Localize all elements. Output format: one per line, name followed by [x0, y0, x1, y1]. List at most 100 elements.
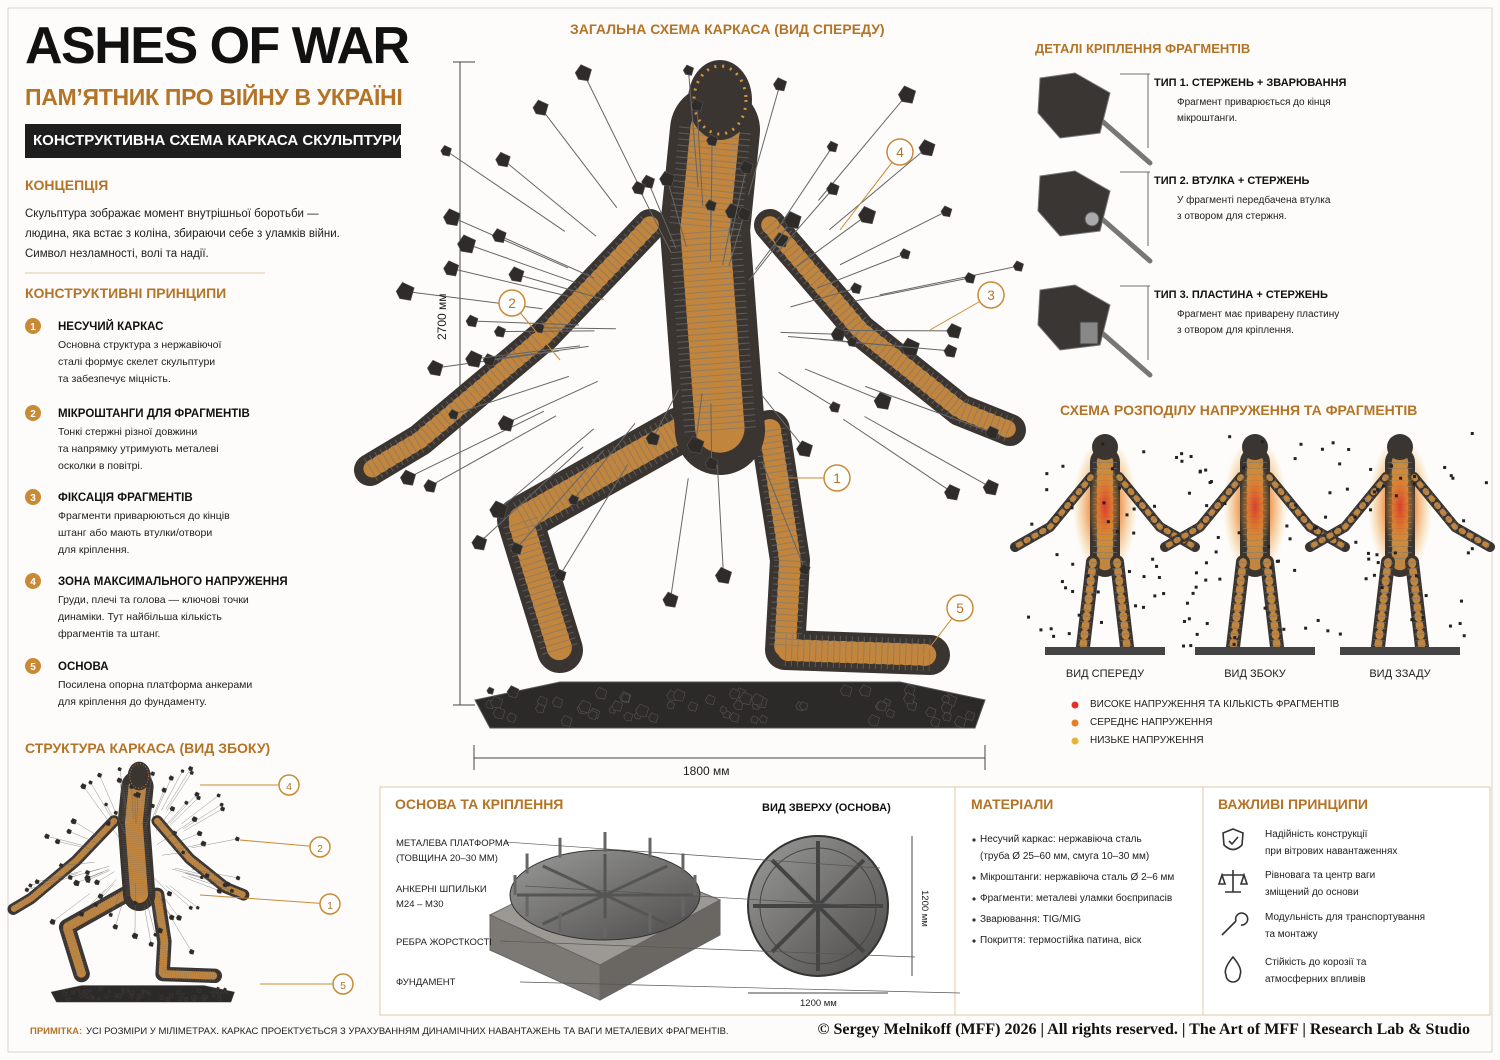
- frame-weld: [761, 216, 1019, 439]
- fragment-dot: [1293, 568, 1297, 572]
- fragment: [108, 912, 113, 917]
- fragment: [799, 563, 811, 575]
- fragment-dot: [1204, 468, 1208, 472]
- fragment: [132, 900, 138, 906]
- fragment-dot: [1071, 589, 1075, 593]
- stand-base: [1195, 647, 1315, 655]
- fragment-detail: [1037, 170, 1153, 264]
- fragment-dot: [1376, 561, 1380, 565]
- principle-note: Надійність конструкції: [1265, 829, 1368, 840]
- fragment-dot: [1055, 553, 1059, 557]
- fragment: [234, 836, 240, 842]
- material-text: (труба Ø 25–60 мм, смуга 10–30 мм): [980, 851, 1150, 862]
- principle-text: сталі формує скелет скульптури: [58, 356, 216, 368]
- micro-rod: [498, 428, 595, 511]
- fragment: [857, 205, 877, 225]
- fragment-dot: [1424, 594, 1428, 598]
- icon: [1221, 912, 1249, 936]
- callout-number: 3: [987, 288, 995, 303]
- micro-rod: [119, 780, 127, 816]
- fragment-dot: [1451, 476, 1455, 480]
- fragment: [63, 988, 68, 993]
- fragment: [553, 568, 567, 582]
- fragment-dot: [1205, 504, 1209, 508]
- micro-rod: [817, 94, 908, 201]
- fragment: [1037, 170, 1111, 237]
- head: [127, 761, 151, 791]
- fragment: [750, 715, 759, 724]
- leader-line: [839, 151, 901, 231]
- fragment: [150, 803, 155, 809]
- stand-base: [1340, 647, 1460, 655]
- micro-rod: [499, 235, 595, 279]
- label-pointer: [519, 981, 961, 994]
- micro-rod: [155, 777, 172, 815]
- micro-rod: [165, 885, 191, 908]
- fragment: [65, 997, 70, 1002]
- micro-rod: [538, 327, 616, 330]
- fragment: [71, 990, 76, 995]
- callout-number: 1: [327, 900, 333, 912]
- frame-mesh: [1372, 561, 1394, 648]
- fragment-dot: [1233, 636, 1237, 640]
- fragment-dot: [1448, 624, 1452, 628]
- fragment: [79, 993, 84, 998]
- bullet: [972, 918, 976, 922]
- fragment-dot: [1414, 574, 1418, 578]
- fragment: [826, 182, 840, 196]
- fragment: [489, 500, 508, 520]
- fragment-dot: [1313, 527, 1317, 531]
- fragment: [104, 820, 111, 827]
- stress-figure: [1010, 434, 1200, 655]
- micro-rod: [83, 786, 108, 820]
- fragment-dot: [1320, 447, 1324, 451]
- detail-title: ТИП 1. СТЕРЖЕНЬ + ЗВАРЮВАННЯ: [1154, 77, 1347, 89]
- callout-circle: [319, 893, 341, 915]
- base-label: АНКЕРНІ ШПИЛЬКИ: [396, 884, 487, 895]
- principle-title: ЗОНА МАКСИМАЛЬНОГО НАПРУЖЕННЯ: [58, 576, 288, 588]
- micro-rod: [69, 831, 100, 844]
- fragment: [560, 714, 573, 727]
- dimension-lines: [453, 61, 986, 770]
- fragment: [140, 990, 145, 994]
- principle-text: Тонкі стержні різної довжини: [58, 426, 198, 438]
- fragment-dot: [1263, 606, 1267, 610]
- fragment: [876, 700, 888, 712]
- principle-text: штанг або мають втулки/отвори: [58, 527, 213, 539]
- micro-rod: [151, 789, 165, 822]
- fragment-dot: [1218, 577, 1222, 581]
- section-heading: ВАЖЛИВІ ПРИНЦИПИ: [1218, 796, 1368, 812]
- micro-rod: [729, 167, 747, 241]
- principle-text: динаміки. Тут найбільша кількість: [58, 611, 222, 623]
- fragment: [448, 409, 459, 420]
- fragment: [88, 988, 92, 993]
- number: 2: [30, 409, 36, 420]
- fragment-dot: [1484, 481, 1488, 485]
- micro-rod: [144, 773, 153, 812]
- micro-rod: [87, 869, 110, 878]
- rib: [816, 904, 866, 954]
- fragment: [942, 711, 952, 722]
- fragment-dot: [1039, 628, 1043, 632]
- fragment: [136, 993, 140, 997]
- principle-text: Посилена опорна платформа анкерами: [58, 679, 253, 691]
- callout-number: 5: [340, 980, 346, 992]
- micro-rod: [161, 852, 184, 856]
- fragment: [941, 694, 951, 704]
- fragment: [482, 353, 496, 367]
- micro-rod: [435, 350, 559, 369]
- fragment-dot: [1216, 535, 1220, 539]
- micro-rod: [540, 107, 618, 209]
- fragment: [127, 990, 131, 994]
- detail-text: У фрагменті передбачена втулка: [1177, 195, 1331, 206]
- fragment: [666, 700, 675, 710]
- micro-rod: [144, 805, 153, 830]
- fragment-dot: [1462, 634, 1466, 638]
- fragment: [714, 566, 733, 584]
- fragment-dot: [1127, 569, 1131, 573]
- fragment-dot: [1288, 537, 1292, 541]
- frame-mesh: [1406, 561, 1428, 648]
- frame-mesh: [1077, 561, 1099, 648]
- fragment-dot: [1151, 557, 1155, 561]
- fragment-dot: [1282, 627, 1286, 631]
